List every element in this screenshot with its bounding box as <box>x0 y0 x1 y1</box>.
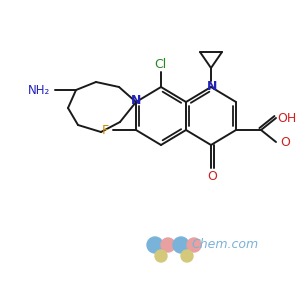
Text: O: O <box>280 136 290 148</box>
Text: F: F <box>101 124 109 136</box>
Text: O: O <box>207 169 217 182</box>
Text: Chem.com: Chem.com <box>191 238 259 251</box>
Circle shape <box>181 250 193 262</box>
Text: Cl: Cl <box>154 58 166 70</box>
Circle shape <box>147 237 163 253</box>
Circle shape <box>173 237 189 253</box>
Text: OH: OH <box>278 112 297 124</box>
Text: NH₂: NH₂ <box>28 83 50 97</box>
Circle shape <box>155 250 167 262</box>
Circle shape <box>187 238 201 252</box>
Circle shape <box>161 238 175 252</box>
Text: N: N <box>131 94 141 107</box>
Text: N: N <box>207 80 217 92</box>
